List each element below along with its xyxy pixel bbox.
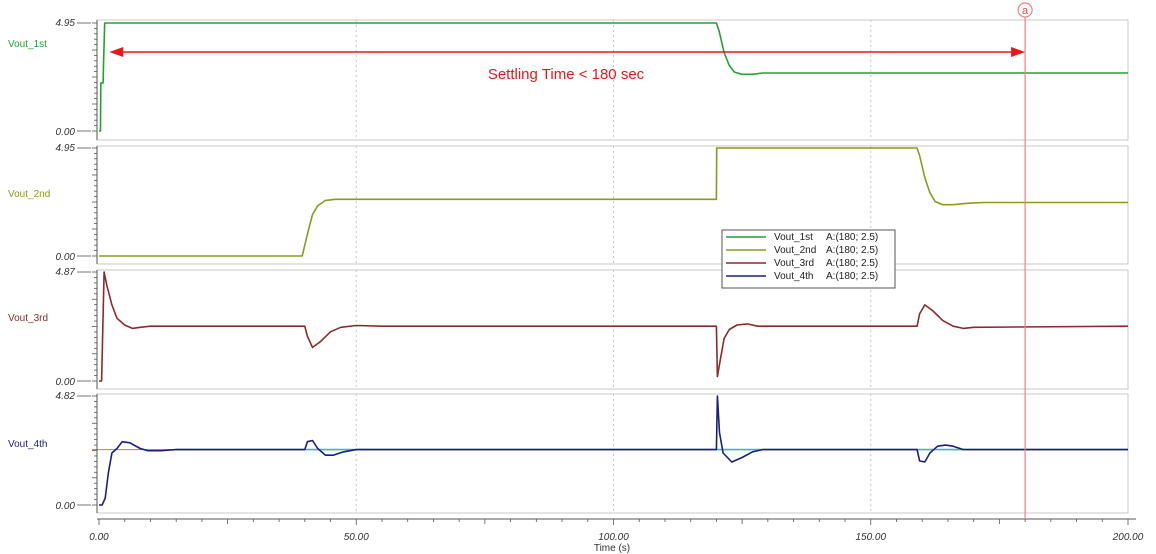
y-tick-label-min: 0.00 xyxy=(56,501,76,512)
x-tick-label: 200.00 xyxy=(1112,532,1144,543)
y-tick-label-min: 0.00 xyxy=(56,377,76,388)
panel-frame xyxy=(96,145,1129,265)
y-tick-label-max: 4.87 xyxy=(56,267,76,278)
panel-label-vout-4th: Vout_4th xyxy=(8,439,47,450)
settling-arrow-head-left xyxy=(109,47,124,57)
legend-entry-label: Vout_3rd xyxy=(774,258,814,269)
y-tick-label-max: 4.95 xyxy=(56,143,76,154)
grid-layer xyxy=(355,20,872,513)
legend-entry-value: A:(180; 2.5) xyxy=(826,245,878,256)
panel-label-vout-1st: Vout_1st xyxy=(8,39,47,50)
legend-entry-value: A:(180; 2.5) xyxy=(826,258,878,269)
cursor-label: a xyxy=(1022,5,1029,17)
series-line-vout-2nd xyxy=(99,147,1128,257)
y-tick-label-min: 0.00 xyxy=(56,127,76,138)
panel-label-vout-2nd: Vout_2nd xyxy=(8,189,50,200)
x-tick-label: 50.00 xyxy=(344,532,369,543)
settling-time-annotation: Settling Time < 180 sec xyxy=(488,66,645,83)
series-line-vout-4th xyxy=(99,395,1128,506)
legend-box xyxy=(721,229,896,289)
legend-entry-value: A:(180; 2.5) xyxy=(826,232,878,243)
legend-entry-label: Vout_4th xyxy=(774,271,813,282)
x-tick-label: 0.00 xyxy=(89,532,109,543)
legend-entry-value: A:(180; 2.5) xyxy=(826,271,878,282)
series-line-vout-1st xyxy=(99,22,1128,132)
x-axis-title: Time (s) xyxy=(594,543,630,554)
x-tick-label: 100.00 xyxy=(598,532,629,543)
panel-frames xyxy=(96,19,1129,514)
panel-frame xyxy=(96,393,1129,514)
x-tick-label: 150.00 xyxy=(855,532,886,543)
cursor-marker[interactable] xyxy=(1017,2,1033,18)
legend-entry-label: Vout_2nd xyxy=(774,245,816,256)
legend-entry-label: Vout_1st xyxy=(774,232,813,243)
axis-layer: 4.95 0.00 Vout_1st 4.95 0.00 Vout_2nd 4.87 0.00… xyxy=(8,18,1144,543)
panel-frame xyxy=(96,269,1129,390)
panel-label-vout-3rd: Vout_3rd xyxy=(8,313,48,324)
y-tick-label-max: 4.82 xyxy=(56,391,76,402)
y-tick-label-max: 4.95 xyxy=(56,18,76,29)
series-layer xyxy=(92,22,1129,506)
settling-arrow-head-right xyxy=(1011,47,1026,57)
series-line-vout-3rd xyxy=(99,271,1129,382)
overlay-layer: a Vout_1st A:(180; 2.5) Vout_2nd A:(180; 2.5… xyxy=(109,2,1033,519)
y-tick-label-min: 0.00 xyxy=(56,252,76,263)
